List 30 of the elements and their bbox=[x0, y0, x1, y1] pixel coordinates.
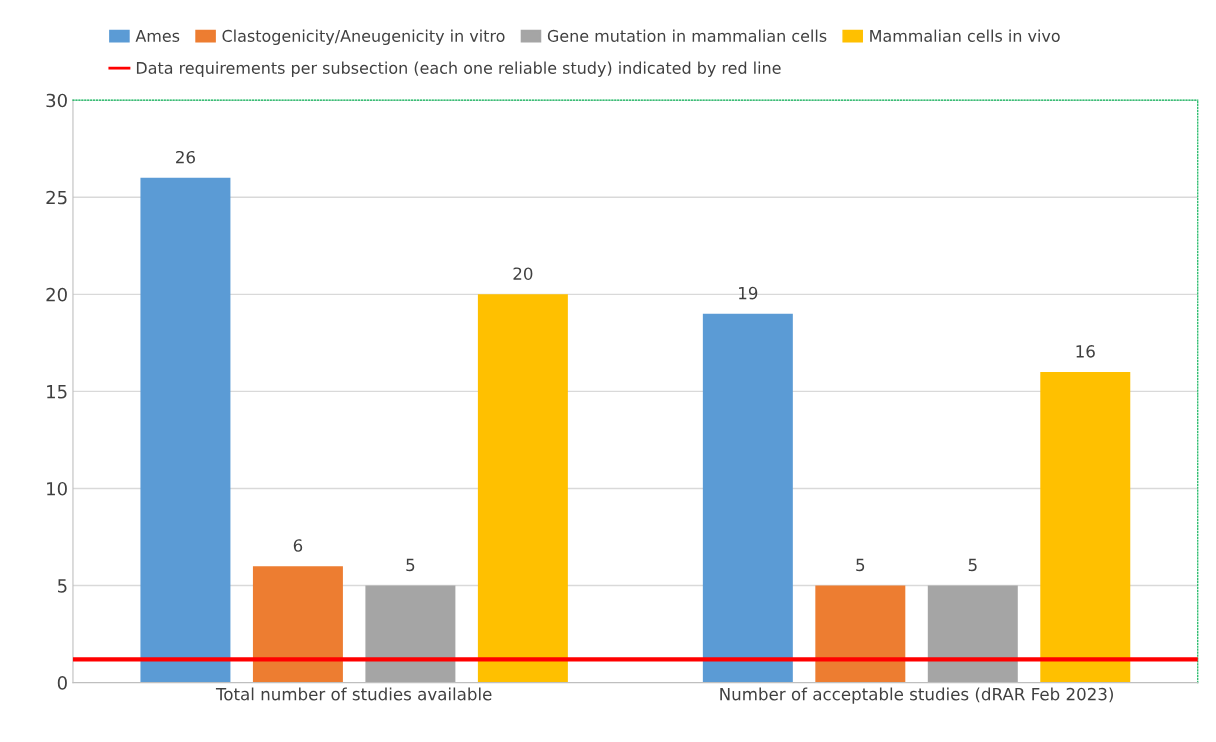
x-tick-label: Number of acceptable studies (dRAR Feb 2023) bbox=[720, 687, 1113, 704]
bar bbox=[927, 585, 1018, 683]
y-tick-label: 0 bbox=[57, 676, 67, 690]
data-label: 6 bbox=[293, 539, 303, 552]
bar bbox=[702, 313, 793, 683]
x-tick-label: Total number of studies available bbox=[215, 687, 492, 701]
bar bbox=[1040, 371, 1131, 683]
data-label: 26 bbox=[176, 150, 195, 164]
legend-label: Clastogenicity/Aneugenicity in vitro bbox=[222, 29, 505, 46]
legend-label: Mammalian cells in vivo bbox=[870, 29, 1060, 42]
data-label: 20 bbox=[513, 267, 533, 280]
y-tick-label: 5 bbox=[58, 579, 67, 593]
y-tick-label: 15 bbox=[47, 385, 67, 399]
legend-label: Gene mutation in mammalian cells bbox=[547, 29, 827, 42]
bar bbox=[252, 566, 343, 683]
bar bbox=[815, 585, 906, 683]
bar bbox=[140, 177, 231, 683]
bar bbox=[477, 294, 568, 683]
data-label: 19 bbox=[739, 286, 758, 300]
y-tick-label: 25 bbox=[46, 190, 67, 205]
data-label: 5 bbox=[856, 558, 865, 572]
y-tick-label: 20 bbox=[46, 287, 67, 302]
bar bbox=[365, 585, 456, 683]
y-tick-label: 30 bbox=[46, 93, 67, 108]
data-label: 5 bbox=[968, 558, 977, 572]
legend-label: Data requirements per subsection (each one reliable study) indicated by red line bbox=[136, 61, 781, 78]
y-tick-label: 10 bbox=[47, 481, 67, 496]
data-label: 5 bbox=[406, 558, 415, 572]
legend-label: Ames bbox=[135, 30, 180, 42]
data-label: 16 bbox=[1076, 345, 1095, 358]
